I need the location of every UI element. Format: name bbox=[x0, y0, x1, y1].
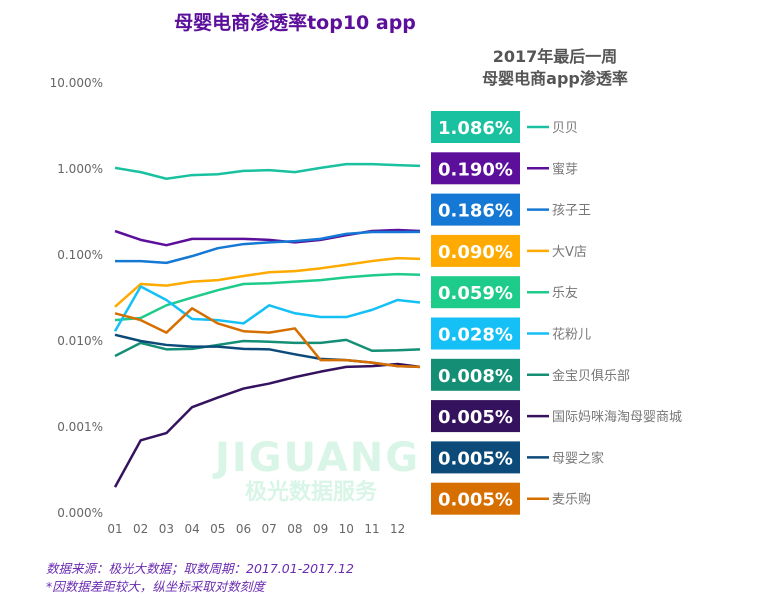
legend-title: 2017年最后一周 母婴电商app渗透率 bbox=[430, 46, 680, 90]
legend-label: 母婴之家 bbox=[552, 450, 604, 466]
legend-value-box bbox=[431, 358, 520, 391]
x-tick-label: 05 bbox=[210, 522, 225, 536]
legend-label: 蜜芽 bbox=[552, 162, 578, 177]
x-tick-label: 07 bbox=[262, 522, 277, 536]
watermark-logo: JIGUANG bbox=[215, 435, 421, 481]
series-line-5 bbox=[114, 272, 421, 322]
y-tick-label: 0.010% bbox=[57, 334, 103, 348]
y-tick-label: 0.001% bbox=[57, 420, 103, 434]
legend-value: 1.086% bbox=[438, 118, 513, 139]
legend-label: 孩子王 bbox=[552, 204, 591, 219]
source-note: 数据来源：极光大数据；取数周期：2017.01-2017.12 bbox=[46, 561, 354, 576]
chart-title: 母婴电商渗透率top10 app bbox=[174, 12, 416, 34]
x-tick-label: 12 bbox=[390, 522, 405, 536]
legend-value-box bbox=[431, 482, 520, 515]
legend-value: 0.190% bbox=[438, 159, 513, 180]
legend-value: 0.005% bbox=[438, 407, 513, 428]
legend-value: 0.005% bbox=[438, 490, 513, 511]
legend-value: 0.008% bbox=[438, 366, 513, 387]
legend-value: 0.059% bbox=[438, 283, 513, 304]
series-line-3 bbox=[115, 230, 421, 265]
legend-label: 国际妈咪海淘母婴商城 bbox=[552, 410, 682, 425]
legend-title-line-1: 2017年最后一周 bbox=[492, 47, 618, 66]
y-tick-label: 1.000% bbox=[57, 162, 103, 176]
y-tick-label: 0.100% bbox=[57, 248, 103, 262]
series-line-7 bbox=[114, 338, 421, 358]
series-line-10 bbox=[114, 307, 421, 369]
log-scale-note: *因数据差距较大，纵坐标采取对数刻度 bbox=[46, 579, 265, 594]
y-tick-label: 10.000% bbox=[50, 76, 103, 90]
legend-label: 贝贝 bbox=[552, 121, 578, 136]
legend-label: 大V店 bbox=[552, 245, 587, 260]
legend-label: 花粉儿 bbox=[552, 327, 591, 343]
legend-value-box bbox=[431, 400, 520, 433]
legend-value-box bbox=[431, 193, 520, 226]
legend-value-box bbox=[431, 276, 520, 309]
series-line-8 bbox=[113, 362, 421, 488]
x-tick-label: 11 bbox=[364, 522, 379, 536]
legend-value-box bbox=[431, 441, 520, 474]
series-line-4 bbox=[114, 256, 421, 308]
legend-value-box bbox=[431, 234, 520, 267]
legend-value-box bbox=[431, 152, 520, 185]
x-tick-label: 08 bbox=[287, 522, 302, 536]
legend-label: 金宝贝俱乐部 bbox=[552, 368, 630, 384]
legend-value-box bbox=[431, 111, 520, 143]
series-line-6 bbox=[113, 285, 421, 332]
x-tick-label: 09 bbox=[313, 522, 328, 536]
legend-label: 乐友 bbox=[552, 285, 578, 301]
x-tick-label: 01 bbox=[107, 522, 122, 536]
legend-label: 麦乐购 bbox=[552, 492, 591, 508]
x-tick-label: 10 bbox=[339, 522, 354, 536]
legend-value: 0.090% bbox=[438, 242, 513, 263]
legend-value-box bbox=[431, 317, 520, 350]
y-tick-label: 0.000% bbox=[57, 506, 103, 520]
x-tick-label: 03 bbox=[159, 522, 174, 536]
x-tick-label: 02 bbox=[133, 522, 148, 536]
x-tick-label: 04 bbox=[184, 522, 199, 536]
series-line-1 bbox=[114, 162, 421, 181]
legend-title-line-2: 母婴电商app渗透率 bbox=[482, 69, 628, 88]
legend-value: 0.005% bbox=[438, 448, 513, 469]
x-tick-label: 06 bbox=[236, 522, 251, 536]
watermark-text: 极光数据服务 bbox=[245, 480, 378, 505]
legend-value: 0.186% bbox=[438, 201, 513, 222]
legend-value: 0.028% bbox=[438, 325, 513, 346]
